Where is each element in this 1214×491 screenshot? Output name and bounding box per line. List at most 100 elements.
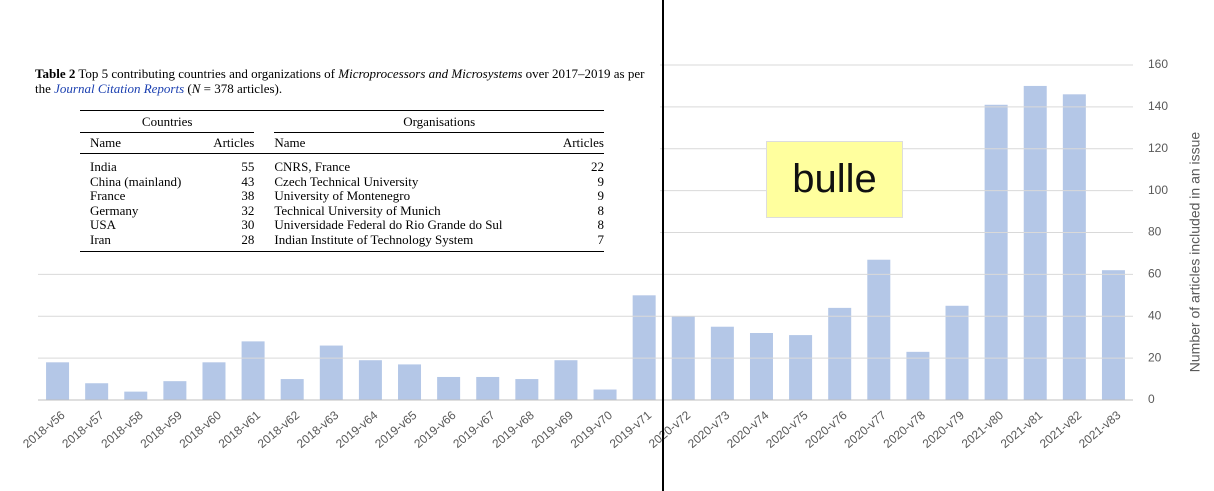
bar xyxy=(398,364,422,400)
table-cell: Iran xyxy=(90,231,111,247)
y-tick-label: 100 xyxy=(1148,183,1168,197)
caption-text: Top 5 contributing countries and organiz… xyxy=(75,66,339,81)
table-cell: Czech Technical University xyxy=(274,173,419,189)
bar xyxy=(828,307,852,400)
x-tick-label: 2020-v73 xyxy=(685,408,733,451)
bar xyxy=(1101,270,1125,400)
bar xyxy=(749,333,773,400)
group-header: Organisations xyxy=(274,110,604,133)
table-cell: 30 xyxy=(241,217,255,232)
bar xyxy=(593,389,617,400)
x-tick-label: 2018-v58 xyxy=(98,408,146,451)
table-cell: 22 xyxy=(591,159,604,174)
y-tick-label: 80 xyxy=(1148,225,1162,239)
table-cell: 32 xyxy=(241,202,255,218)
table-cell: India xyxy=(90,159,117,174)
column-header: Name xyxy=(90,134,122,150)
table-cell: 28 xyxy=(241,231,255,247)
column-header: Name xyxy=(274,134,306,150)
x-tick-label: 2018-v57 xyxy=(59,408,107,451)
caption-journal: Microprocessors and Microsystems xyxy=(338,66,523,81)
x-tick-label: 2020-v72 xyxy=(646,408,694,451)
table-row: Iran 28 Indian Institute of Technology Sys… xyxy=(80,231,605,252)
x-tick-label: 2018-v61 xyxy=(216,408,264,451)
x-tick-label: 2018-v56 xyxy=(20,408,68,451)
x-tick-label: 2018-v62 xyxy=(255,408,303,451)
bar xyxy=(163,381,187,400)
table-cell: 43 xyxy=(241,173,255,189)
x-tick-label: 2020-v77 xyxy=(841,408,889,451)
table-row: China (mainland) 43 Czech Technical Univer… xyxy=(80,173,605,190)
caption-text: = 378 articles). xyxy=(200,81,283,96)
table-cell: USA xyxy=(90,217,117,232)
annotation: bulle xyxy=(766,141,903,218)
table-cell: 8 xyxy=(597,217,605,232)
x-tick-label: 2019-v69 xyxy=(529,408,577,451)
caption: Table 2 Top 5 contributing countries and… xyxy=(35,66,655,96)
table-row: France 38 University of Montenegro 9 xyxy=(80,188,605,204)
table-cell: Universidade Federal do Rio Grande do Su… xyxy=(274,217,503,232)
x-tick-label: 2018-v60 xyxy=(177,408,225,451)
group-header: Countries xyxy=(80,110,255,133)
y-tick-label: 160 xyxy=(1148,57,1168,71)
bar xyxy=(789,335,813,400)
bar xyxy=(280,379,304,400)
table-cell: 8 xyxy=(597,202,605,218)
bar xyxy=(437,376,461,400)
y-axis-label: Number of articles included in an issue xyxy=(1187,132,1203,373)
x-tick-label: 2019-v67 xyxy=(450,408,498,451)
table-cell: 9 xyxy=(597,173,605,189)
bar xyxy=(710,326,734,400)
table-cell: 55 xyxy=(241,159,255,174)
y-tick-label: 20 xyxy=(1148,350,1162,364)
table-cell: China (mainland) xyxy=(90,173,182,189)
table-cell: Germany xyxy=(90,202,139,218)
bar xyxy=(46,362,70,400)
bar xyxy=(554,360,578,400)
y-tick-label: 60 xyxy=(1148,267,1162,281)
divider xyxy=(662,0,664,491)
x-tick-label: 2018-v59 xyxy=(138,408,186,451)
y-tick-label: 40 xyxy=(1148,308,1162,322)
x-tick-label: 2019-v71 xyxy=(607,408,655,451)
column-header: Articles xyxy=(562,134,604,150)
table-row: USA 30 Universidade Federal do Rio Grande … xyxy=(80,217,605,233)
table-cell: Indian Institute of Technology System xyxy=(274,231,474,247)
bar xyxy=(1023,85,1047,400)
x-tick-label: 2021-v81 xyxy=(998,408,1046,451)
x-tick-label: 2020-v79 xyxy=(920,408,968,451)
table-cell: University of Montenegro xyxy=(274,188,411,203)
x-tick-label: 2021-v82 xyxy=(1037,408,1085,451)
column-header: Articles xyxy=(213,134,255,150)
bar xyxy=(124,391,148,400)
x-tick-label: 2019-v70 xyxy=(568,408,616,451)
y-tick-label: 140 xyxy=(1148,99,1168,113)
caption-n: N xyxy=(191,81,201,96)
bar xyxy=(319,345,343,400)
x-tick-label: 2021-v80 xyxy=(959,408,1007,451)
table-cell: 9 xyxy=(597,188,605,203)
bar xyxy=(984,104,1008,400)
x-tick-label: 2020-v76 xyxy=(802,408,850,451)
x-tick-label: 2021-v83 xyxy=(1076,408,1124,451)
x-tick-label: 2019-v68 xyxy=(489,408,537,451)
bar xyxy=(85,383,109,400)
bar xyxy=(945,305,969,400)
caption-text: ( xyxy=(184,81,192,96)
x-tick-label: 2019-v65 xyxy=(372,408,420,451)
table-cell: Technical University of Munich xyxy=(274,202,441,218)
y-tick-label: 120 xyxy=(1148,141,1168,155)
bar xyxy=(476,376,500,400)
bar xyxy=(202,362,226,400)
table-cell: 7 xyxy=(597,231,605,247)
table-cell: France xyxy=(90,188,126,203)
x-tick-label: 2018-v63 xyxy=(294,408,342,451)
data-table: Countries Organisations Name Articles Name A… xyxy=(80,110,604,252)
bar xyxy=(241,341,265,400)
caption-label: Table 2 xyxy=(35,66,76,81)
x-tick-label: 2020-v78 xyxy=(881,408,929,451)
caption-link[interactable]: Journal Citation Reports xyxy=(54,81,185,96)
x-tick-label: 2020-v75 xyxy=(763,408,811,451)
y-tick-label: 0 xyxy=(1148,392,1155,406)
